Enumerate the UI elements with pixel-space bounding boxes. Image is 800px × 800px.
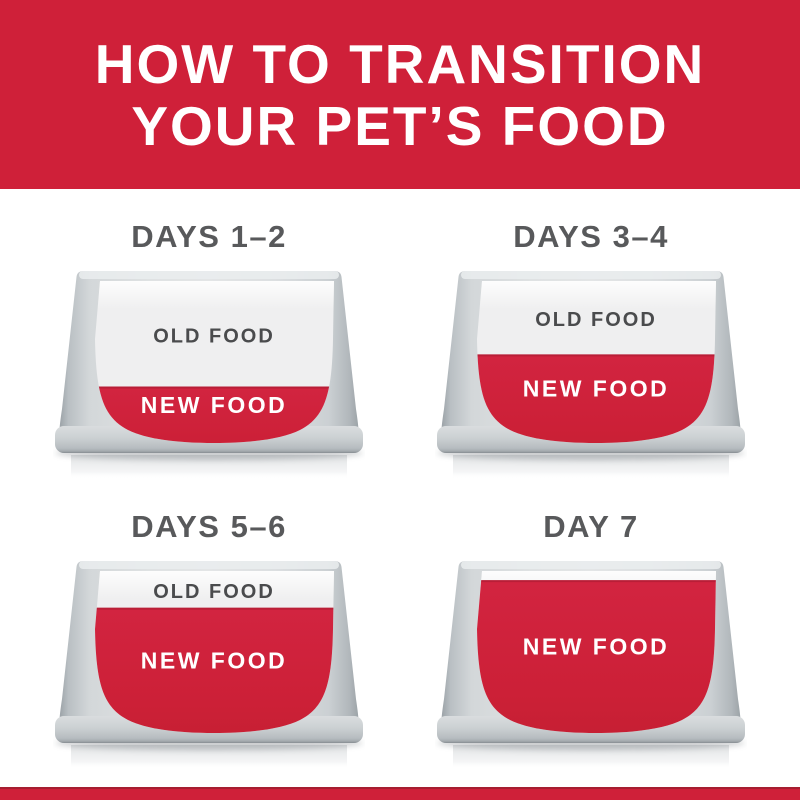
step-days-3-4: DAYS 3–4 OLD FOOD NEW FOOD: [435, 189, 747, 479]
new-food-fill: [95, 607, 334, 733]
new-food-label: NEW FOOD: [141, 647, 288, 673]
steps-row-1: DAYS 1–2 OLD FOOD NEW FOOD: [0, 189, 800, 479]
step-days-5-6: DAYS 5–6 OLD FOOD NEW FOOD: [53, 479, 365, 769]
interior-top-glow: [95, 571, 334, 599]
new-food-fill-edge: [477, 354, 716, 357]
footer-accent-strip: [0, 787, 800, 800]
bowl-rim-highlight: [461, 271, 721, 279]
new-food-fill-edge: [95, 386, 334, 389]
new-food-label: NEW FOOD: [523, 376, 670, 402]
title-line-2: YOUR PET’S FOOD: [131, 94, 669, 157]
old-food-label: OLD FOOD: [153, 581, 275, 603]
food-bowl-graphic-days-3-4: OLD FOOD NEW FOOD: [437, 271, 745, 479]
page-title: HOW TO TRANSITION YOUR PET’S FOOD: [95, 33, 705, 157]
steps-row-2: DAYS 5–6 OLD FOOD NEW FOOD: [0, 479, 800, 769]
step-day-7: DAY 7 NEW FOOD: [435, 479, 747, 769]
old-food-label: OLD FOOD: [153, 325, 275, 347]
food-bowl-graphic-days-5-6: OLD FOOD NEW FOOD: [55, 561, 363, 769]
step-title: DAYS 1–2: [131, 219, 287, 254]
header-banner: HOW TO TRANSITION YOUR PET’S FOOD: [0, 0, 800, 189]
bowl-rim-highlight: [79, 561, 339, 569]
food-bowl-graphic-days-1-2: OLD FOOD NEW FOOD: [55, 271, 363, 479]
title-line-1: HOW TO TRANSITION: [94, 32, 706, 95]
new-food-label: NEW FOOD: [523, 634, 670, 660]
interior-top-glow: [95, 281, 334, 309]
bowl-rim-highlight: [79, 271, 339, 279]
step-days-1-2: DAYS 1–2 OLD FOOD NEW FOOD: [53, 189, 365, 479]
new-food-label: NEW FOOD: [141, 392, 288, 418]
transition-steps: DAYS 1–2 OLD FOOD NEW FOOD: [0, 189, 800, 769]
new-food-fill-edge: [95, 607, 334, 610]
new-food-fill: [477, 580, 716, 733]
food-bowl-graphic-day-7: NEW FOOD: [437, 561, 745, 769]
step-title: DAY 7: [543, 509, 639, 544]
new-food-fill: [477, 354, 716, 443]
step-title: DAYS 3–4: [513, 219, 669, 254]
step-title: DAYS 5–6: [131, 509, 287, 544]
interior-top-glow: [477, 281, 716, 309]
new-food-fill-edge: [477, 580, 716, 583]
bowl-rim-highlight: [461, 561, 721, 569]
old-food-label: OLD FOOD: [535, 309, 657, 331]
